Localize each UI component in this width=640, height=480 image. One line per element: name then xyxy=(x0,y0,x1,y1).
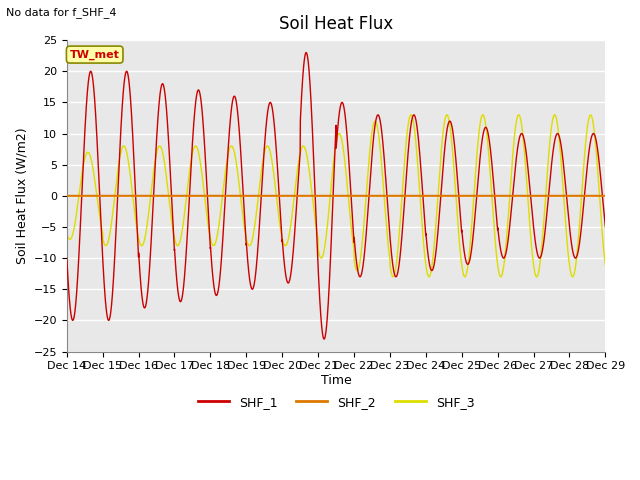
Text: No data for f_SHF_4: No data for f_SHF_4 xyxy=(6,7,117,18)
SHF_1 xyxy=(269,107,276,113)
SHF_2 xyxy=(465,193,472,199)
SHF_3 xyxy=(602,262,609,268)
SHF_3 xyxy=(465,255,473,261)
SHF_3 xyxy=(407,112,415,118)
SHF_3 xyxy=(161,161,168,167)
SHF_3 xyxy=(386,256,394,262)
X-axis label: Time: Time xyxy=(321,374,351,387)
SHF_3 xyxy=(506,192,514,198)
SHF_2 xyxy=(161,193,168,199)
SHF_2 xyxy=(413,193,421,199)
SHF_3 xyxy=(413,155,421,160)
Title: Soil Heat Flux: Soil Heat Flux xyxy=(279,15,393,33)
SHF_3 xyxy=(461,274,468,280)
SHF_2 xyxy=(386,193,394,199)
SHF_2 xyxy=(602,193,609,199)
SHF_3 xyxy=(269,162,276,168)
Line: SHF_3: SHF_3 xyxy=(67,115,605,277)
SHF_2 xyxy=(506,193,513,199)
Legend: SHF_1, SHF_2, SHF_3: SHF_1, SHF_2, SHF_3 xyxy=(193,391,479,414)
SHF_2 xyxy=(269,193,276,199)
SHF_1 xyxy=(320,336,328,342)
Y-axis label: Soil Heat Flux (W/m2): Soil Heat Flux (W/m2) xyxy=(15,128,28,264)
SHF_2 xyxy=(63,193,70,199)
SHF_1 xyxy=(413,126,421,132)
SHF_1 xyxy=(465,260,473,266)
SHF_1 xyxy=(63,255,70,261)
SHF_1 xyxy=(506,222,514,228)
Text: TW_met: TW_met xyxy=(70,49,120,60)
SHF_3 xyxy=(63,230,70,236)
SHF_1 xyxy=(302,50,310,56)
SHF_1 xyxy=(386,234,394,240)
Line: SHF_1: SHF_1 xyxy=(67,53,605,339)
SHF_1 xyxy=(602,224,609,230)
SHF_1 xyxy=(161,88,168,94)
